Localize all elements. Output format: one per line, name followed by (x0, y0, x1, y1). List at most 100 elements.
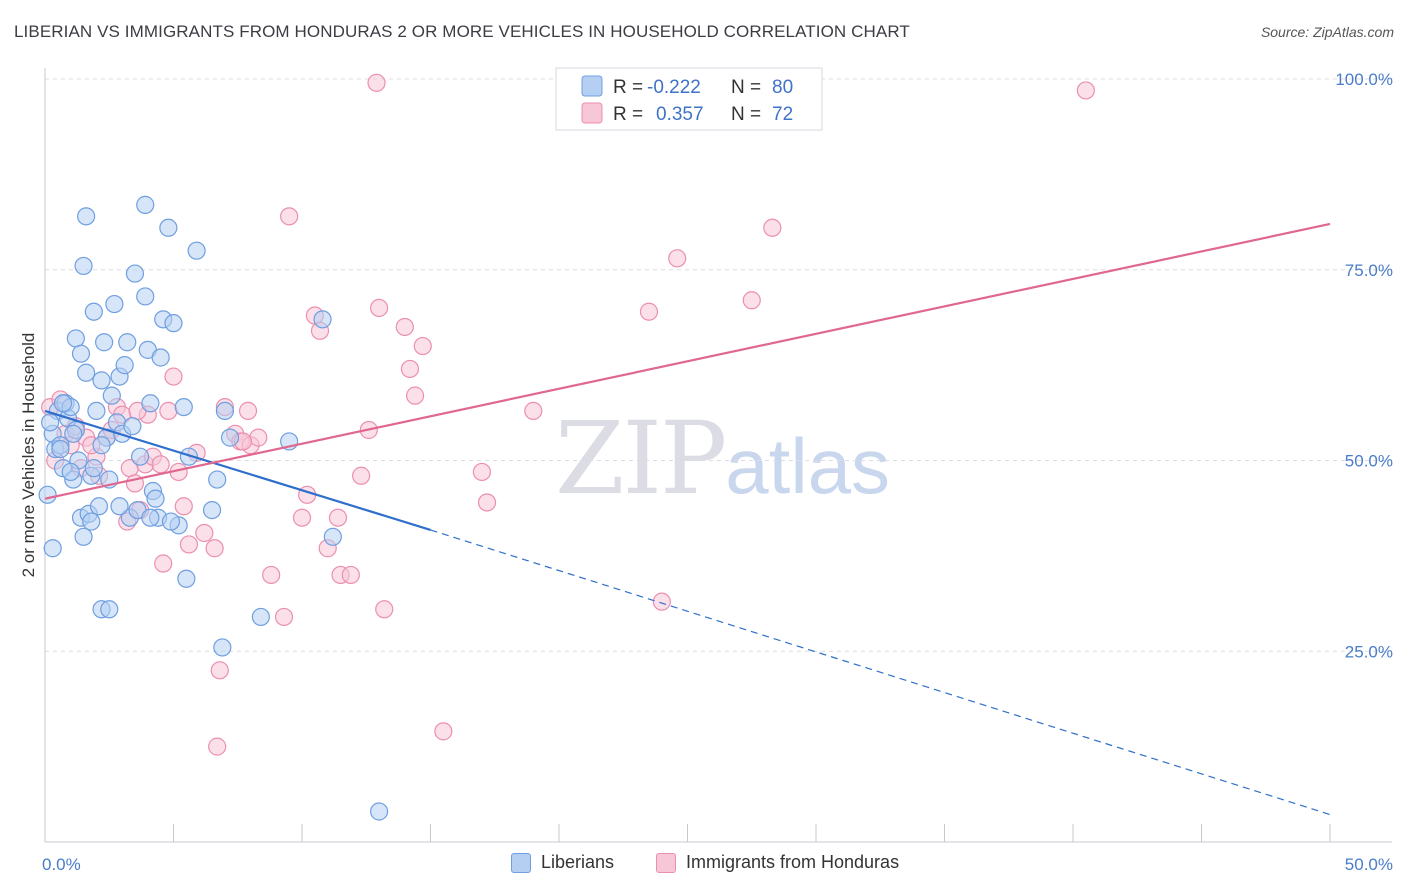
honduras-point-42 (328, 508, 348, 527)
honduras-point-60 (668, 249, 687, 268)
axes (44, 68, 1392, 843)
liberians-point-20 (92, 371, 111, 390)
trend-line-liberians-extension (430, 529, 1331, 816)
honduras-point-36 (280, 207, 299, 226)
legend-n-label-0: N = (731, 77, 761, 98)
watermark: ZIPatlas (555, 400, 890, 517)
honduras-point-20 (159, 401, 178, 421)
y-tick-label-2: 75.0% (1345, 261, 1393, 280)
series-legend-honduras-swatch (656, 852, 676, 873)
honduras-point-31 (238, 401, 258, 421)
y-tick-label-3: 100.0% (1335, 70, 1393, 89)
liberians-point-67 (251, 607, 270, 627)
honduras-point-33 (249, 428, 268, 447)
honduras-point-64 (210, 661, 229, 680)
liberians-point-63 (100, 600, 119, 619)
honduras-point-21 (164, 367, 183, 386)
legend-r-value-1: 0.357 (656, 104, 704, 125)
liberians-point-75 (51, 439, 70, 459)
liberians-point-32 (125, 264, 145, 283)
liberians-point-60 (77, 207, 96, 226)
liberians-point-17 (84, 459, 103, 478)
honduras-point-37 (292, 508, 312, 527)
liberians-point-24 (102, 386, 121, 405)
honduras-point-66 (154, 554, 173, 573)
liberians-point-66 (213, 638, 232, 657)
honduras-point-56 (477, 493, 497, 512)
liberians-point-47 (187, 241, 206, 260)
honduras-point-65 (208, 737, 227, 756)
liberians-point-14 (77, 363, 96, 382)
series-legend-liberians-label: Liberians (541, 852, 615, 872)
liberians-point-74 (41, 413, 60, 432)
liberians-point-29 (115, 356, 134, 375)
liberians-point-65 (159, 218, 178, 237)
trend-line-honduras (44, 222, 1331, 500)
series-legend-liberians: Liberians (511, 852, 614, 873)
honduras-point-53 (413, 336, 432, 356)
honduras-point-48 (370, 298, 389, 317)
liberians-point-40 (151, 348, 170, 367)
liberians-point-71 (110, 497, 129, 516)
liberians-point-59 (74, 256, 93, 276)
legend-n-label-1: N = (731, 104, 761, 125)
liberians-point-21 (95, 333, 114, 352)
honduras-point-27 (205, 539, 224, 558)
liberians-point-64 (136, 195, 155, 214)
liberians-point-36 (141, 394, 160, 413)
liberians-point-30 (118, 333, 137, 352)
legend-swatch-honduras (581, 102, 603, 124)
liberians-point-19 (89, 497, 109, 516)
liberians-point-51 (220, 428, 240, 447)
liberians-point-33 (130, 447, 150, 466)
honduras-point-51 (400, 359, 420, 379)
honduras-point-44 (341, 565, 360, 585)
series-legend-honduras: Immigrants from Honduras (656, 852, 899, 873)
liberians-point-13 (74, 527, 93, 546)
liberians-point-0 (38, 485, 57, 504)
x-tick-label-1: 50.0% (1345, 855, 1393, 874)
liberians-point-68 (53, 394, 73, 413)
series-liberians-points (38, 195, 389, 821)
liberians-point-79 (161, 512, 181, 531)
liberians-point-38 (146, 489, 165, 508)
liberians-point-45 (177, 569, 196, 588)
watermark-zip: ZIP (555, 400, 727, 517)
honduras-point-35 (274, 607, 294, 627)
liberians-point-50 (215, 401, 234, 421)
honduras-point-55 (472, 462, 491, 482)
legend-n-value-0: 80 (772, 77, 793, 98)
liberians-point-56 (43, 539, 62, 558)
honduras-point-49 (375, 600, 394, 619)
liberians-point-34 (136, 287, 155, 306)
liberians-point-54 (323, 527, 342, 546)
honduras-point-63 (1076, 81, 1095, 100)
honduras-point-62 (763, 218, 782, 237)
trend-lines (44, 222, 1331, 816)
liberians-point-70 (82, 512, 101, 531)
honduras-point-61 (742, 291, 761, 310)
honduras-point-19 (151, 455, 170, 474)
series-legend-honduras-label: Immigrants from Honduras (686, 852, 900, 872)
y-axis-label: 2 or more Vehicles in Household (19, 333, 38, 578)
liberians-point-25 (105, 294, 124, 314)
liberians-point-69 (61, 462, 80, 482)
liberians-point-18 (87, 401, 106, 421)
honduras-point-24 (179, 535, 199, 554)
legend-r-value-0: -0.222 (647, 77, 701, 98)
liberians-point-42 (164, 314, 183, 333)
honduras-point-50 (395, 317, 414, 337)
honduras-point-54 (434, 722, 453, 741)
liberians-point-46 (179, 447, 199, 466)
y-tick-label-0: 25.0% (1345, 642, 1393, 661)
liberians-point-61 (84, 302, 103, 321)
liberians-point-77 (92, 436, 111, 455)
liberians-point-55 (370, 802, 389, 821)
honduras-point-52 (405, 386, 425, 405)
x-tick-label-0: 0.0% (42, 855, 81, 874)
honduras-point-57 (524, 401, 543, 421)
honduras-point-23 (174, 497, 193, 516)
legend-r-label-1: R = (613, 104, 643, 125)
liberians-point-53 (313, 310, 332, 329)
